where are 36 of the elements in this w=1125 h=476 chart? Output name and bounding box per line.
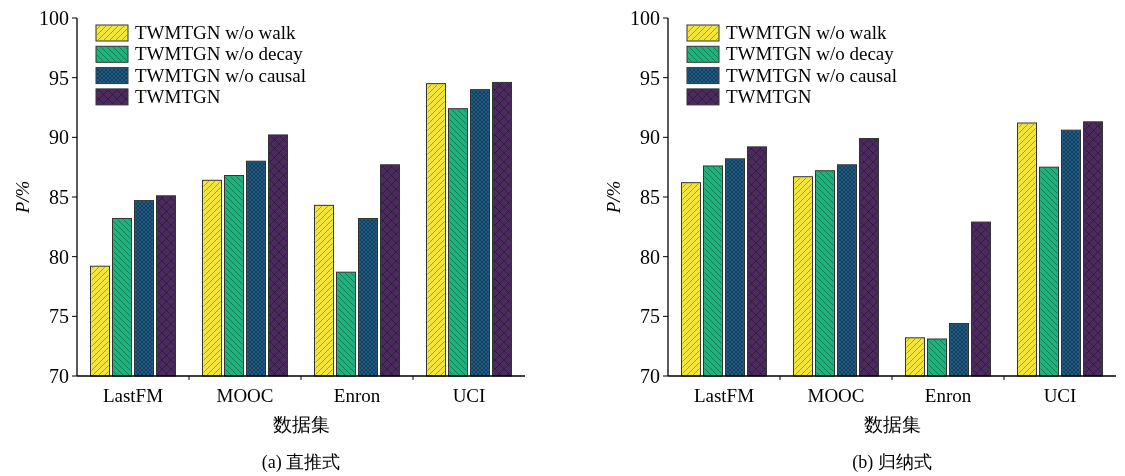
y-axis-title: P/% bbox=[603, 180, 624, 215]
legend-label: TWMTGN bbox=[135, 85, 221, 107]
legend-label: TWMTGN w/o walk bbox=[726, 22, 887, 43]
y-axis-title: P/% bbox=[12, 180, 33, 215]
y-tick-label: 70 bbox=[49, 365, 69, 387]
x-tick-label: Enron bbox=[333, 385, 381, 406]
legend-label: TWMTGN w/o decay bbox=[135, 43, 304, 65]
legend-label: TWMTGN w/o causal bbox=[135, 64, 306, 86]
y-tick-label: 90 bbox=[49, 126, 69, 149]
y-tick-label: 95 bbox=[49, 66, 69, 89]
x-axis-title: 数据集 bbox=[863, 414, 921, 435]
y-tick-label: 90 bbox=[640, 126, 660, 149]
y-tick-label: 85 bbox=[49, 186, 69, 208]
legend-label: TWMTGN w/o walk bbox=[135, 22, 296, 43]
y-tick-label: 80 bbox=[49, 245, 69, 268]
text: (b) 归纳式 bbox=[852, 452, 932, 473]
x-tick-label: MOOC bbox=[807, 385, 865, 406]
text: (a) 直推式 bbox=[261, 452, 341, 473]
x-tick-label: MOOC bbox=[216, 385, 274, 406]
y-tick-label: 75 bbox=[49, 305, 69, 328]
x-tick-label: LastFM bbox=[102, 385, 164, 406]
x-axis-title: 数据集 bbox=[272, 414, 330, 435]
x-tick-label: UCI bbox=[1043, 385, 1077, 406]
y-tick-label: 75 bbox=[640, 305, 660, 328]
y-tick-label: 100 bbox=[39, 7, 69, 29]
x-tick-label: UCI bbox=[452, 385, 486, 406]
y-tick-label: 80 bbox=[640, 245, 660, 268]
y-tick-label: 85 bbox=[640, 186, 660, 208]
legend-label: TWMTGN w/o decay bbox=[726, 43, 895, 65]
x-tick-label: Enron bbox=[924, 385, 972, 406]
y-tick-label: 95 bbox=[640, 66, 660, 89]
legend-label: TWMTGN bbox=[726, 85, 812, 107]
x-tick-label: LastFM bbox=[693, 385, 755, 406]
legend-label: TWMTGN w/o causal bbox=[726, 64, 897, 86]
y-tick-label: 100 bbox=[630, 7, 660, 29]
y-tick-label: 70 bbox=[640, 365, 660, 387]
